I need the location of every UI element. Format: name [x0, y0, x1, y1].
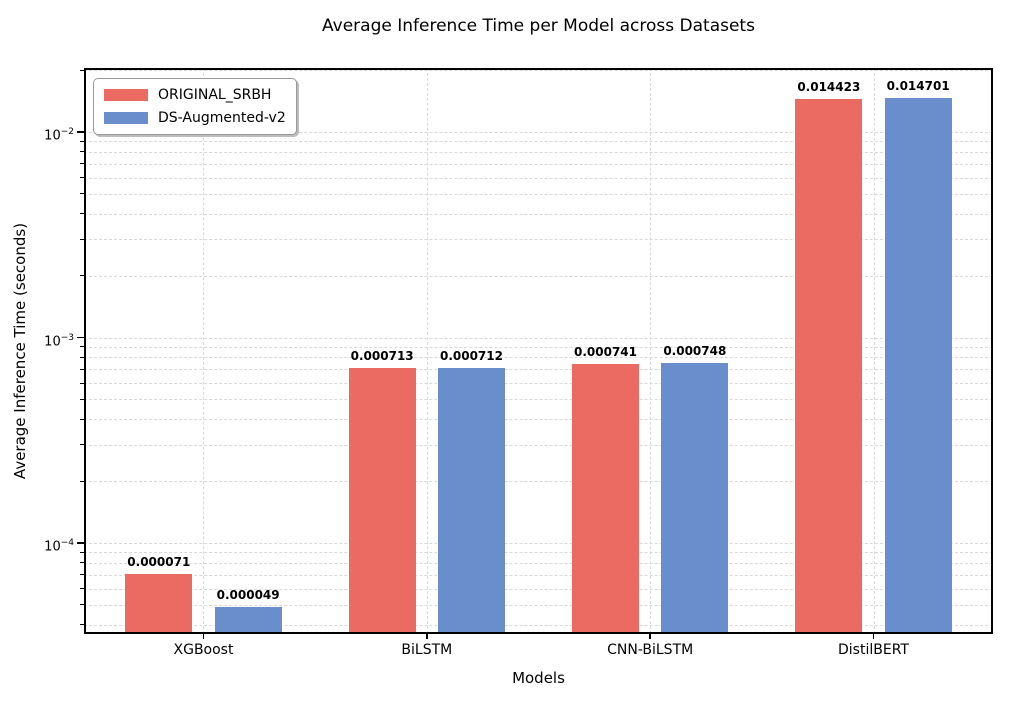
gridline-horizontal — [84, 552, 993, 554]
gridline-horizontal — [84, 337, 993, 339]
gridline-horizontal — [84, 399, 993, 401]
y-minor-tick-mark — [80, 193, 84, 195]
gridline-horizontal — [84, 132, 993, 133]
y-major-tick-mark — [77, 542, 84, 544]
y-minor-tick-mark — [80, 356, 84, 358]
y-minor-tick-mark — [80, 562, 84, 564]
x-tick-label: CNN-BiLSTM — [607, 642, 694, 658]
y-minor-tick-mark — [80, 140, 84, 142]
y-minor-tick-mark — [80, 69, 84, 71]
gridline-horizontal — [84, 193, 993, 195]
gridline-horizontal — [84, 357, 993, 359]
legend-swatch — [104, 112, 148, 124]
bar-value-label: 0.000741 — [573, 345, 637, 360]
y-tick-label: 10−2 — [44, 127, 74, 144]
bar-DS-Augmented-v2-DistilBERT — [884, 97, 952, 634]
y-major-tick-mark — [77, 336, 84, 339]
gridline-horizontal — [84, 213, 993, 215]
gridline-horizontal — [84, 481, 993, 483]
chart-title: Average Inference Time per Model across … — [322, 16, 755, 36]
legend-swatch — [104, 89, 148, 101]
gridline-vertical — [203, 68, 205, 634]
y-minor-tick-mark — [80, 604, 84, 606]
y-minor-tick-mark — [80, 551, 84, 553]
bar-value-label: 0.000748 — [663, 344, 727, 359]
plot-area: 0.000071 0.000713 0.000741 0.014423 0.000049… — [84, 68, 993, 634]
y-minor-tick-mark — [80, 624, 84, 626]
y-minor-tick-mark — [80, 275, 84, 277]
bar-DS-Augmented-v2-XGBoost — [214, 606, 282, 634]
bar-ORIGINAL_SRBH-XGBoost — [125, 573, 193, 634]
x-tick-label: XGBoost — [173, 642, 234, 658]
bar-ORIGINAL_SRBH-BiLSTM — [348, 367, 416, 634]
legend: ORIGINAL_SRBH DS-Augmented-v2 — [93, 78, 297, 135]
y-minor-tick-mark — [80, 368, 84, 370]
bar-value-label: 0.014701 — [886, 78, 950, 93]
legend-item: ORIGINAL_SRBH — [104, 87, 286, 103]
y-minor-tick-mark — [80, 238, 84, 240]
y-tick-label: 10−4 — [44, 538, 74, 555]
y-minor-tick-mark — [80, 177, 84, 179]
gridline-horizontal — [84, 562, 993, 564]
legend-label: ORIGINAL_SRBH — [158, 87, 272, 103]
y-minor-tick-mark — [80, 213, 84, 215]
y-minor-tick-mark — [80, 382, 84, 384]
gridline-horizontal — [84, 275, 993, 277]
gridline-horizontal — [84, 624, 993, 626]
y-minor-tick-mark — [80, 574, 84, 576]
x-tick-label: BiLSTM — [401, 642, 453, 658]
y-major-tick-mark — [77, 131, 84, 133]
bar-ORIGINAL_SRBH-DistilBERT — [795, 99, 863, 634]
bar-DS-Augmented-v2-CNN-BiLSTM — [661, 363, 729, 634]
bar-value-label: 0.000049 — [216, 587, 280, 602]
gridline-horizontal — [84, 604, 993, 606]
gridline-horizontal — [84, 588, 993, 590]
bar-value-label: 0.000071 — [127, 554, 191, 569]
gridline-vertical — [426, 68, 428, 634]
legend-item: DS-Augmented-v2 — [104, 110, 286, 126]
gridline-vertical — [873, 68, 875, 634]
gridline-horizontal — [84, 177, 993, 179]
y-minor-tick-mark — [80, 444, 84, 446]
bar-DS-Augmented-v2-BiLSTM — [437, 367, 505, 634]
x-tick-mark — [649, 634, 652, 639]
y-tick-label: 10−3 — [44, 332, 74, 349]
x-tick-mark — [872, 634, 875, 639]
gridline-horizontal — [84, 543, 993, 544]
gridline-horizontal — [84, 383, 993, 385]
bar-value-label: 0.000712 — [439, 348, 503, 363]
bar-value-label: 0.014423 — [797, 80, 861, 95]
gridline-horizontal — [84, 141, 993, 143]
gridline-vertical — [650, 68, 652, 634]
x-tick-label: DistilBERT — [838, 642, 909, 658]
y-minor-tick-mark — [80, 151, 84, 153]
gridline-horizontal — [84, 163, 993, 165]
y-minor-tick-mark — [80, 398, 84, 400]
bar-ORIGINAL_SRBH-CNN-BiLSTM — [572, 364, 639, 634]
y-minor-tick-mark — [80, 418, 84, 420]
bar-value-label: 0.000713 — [350, 348, 414, 363]
gridline-horizontal — [84, 239, 993, 241]
gridline-horizontal — [84, 419, 993, 421]
y-axis-label: Average Inference Time (seconds) — [11, 222, 29, 480]
x-tick-mark — [425, 634, 428, 639]
legend-label: DS-Augmented-v2 — [158, 110, 286, 126]
gridline-horizontal — [84, 574, 993, 576]
gridline-horizontal — [84, 369, 993, 371]
gridline-horizontal — [84, 346, 993, 348]
y-minor-tick-mark — [80, 480, 84, 482]
y-minor-tick-mark — [80, 588, 84, 590]
gridline-horizontal — [84, 444, 993, 446]
y-minor-tick-mark — [80, 163, 84, 165]
gridline-horizontal — [84, 151, 993, 153]
y-minor-tick-mark — [80, 346, 84, 348]
gridline-horizontal — [84, 70, 993, 72]
x-tick-mark — [202, 634, 205, 639]
x-axis-label: Models — [512, 669, 565, 687]
